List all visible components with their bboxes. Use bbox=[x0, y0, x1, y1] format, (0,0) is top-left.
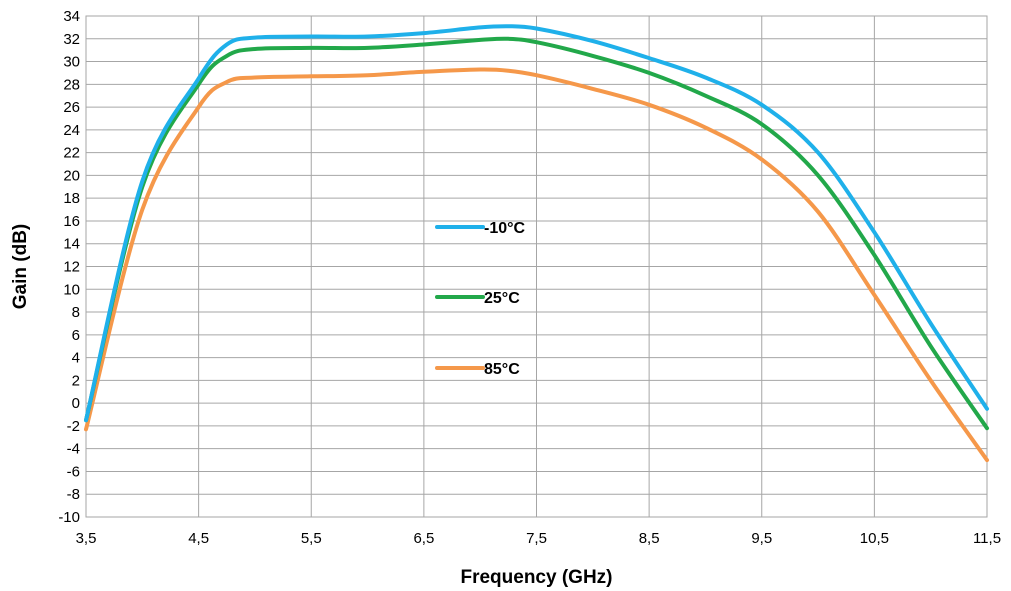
x-tick-label: 6,5 bbox=[413, 530, 434, 547]
y-tick-label: 6 bbox=[72, 327, 80, 344]
y-tick-label: -2 bbox=[67, 418, 80, 435]
x-tick-labels: 3,5 4,5 5,5 6,5 7,5 8,5 9,5 10,5 11,5 bbox=[76, 530, 1001, 547]
y-tick-label: 14 bbox=[63, 236, 80, 253]
y-tick-labels: -10-8-6-4-202468101214161820222426283032… bbox=[58, 8, 80, 526]
y-tick-label: 28 bbox=[63, 76, 80, 93]
y-tick-label: -6 bbox=[67, 463, 80, 480]
y-tick-label: 26 bbox=[63, 99, 80, 116]
y-axis-title: Gain (dB) bbox=[10, 224, 31, 310]
series-line-0 bbox=[84, 24, 989, 423]
y-tick-label: 30 bbox=[63, 54, 80, 71]
plot-area-border bbox=[85, 15, 988, 518]
y-tick-label: 32 bbox=[63, 31, 80, 48]
x-axis-title: Frequency (GHz) bbox=[460, 567, 612, 588]
y-tick-label: 10 bbox=[63, 281, 80, 298]
legend-label-0: -10°C bbox=[484, 220, 526, 237]
series-lines bbox=[84, 24, 989, 463]
y-tick-label: -4 bbox=[67, 441, 80, 458]
x-tick-label: 4,5 bbox=[188, 530, 209, 547]
legend-label-2: 85°C bbox=[484, 361, 520, 378]
x-tick-label: 8,5 bbox=[639, 530, 660, 547]
series-line-2 bbox=[84, 67, 989, 463]
x-tick-label: 5,5 bbox=[301, 530, 322, 547]
x-tick-label: 3,5 bbox=[76, 530, 97, 547]
y-tick-label: -10 bbox=[58, 509, 80, 526]
x-tick-label: 7,5 bbox=[526, 530, 547, 547]
y-tick-label: 18 bbox=[63, 190, 80, 207]
x-tick-label: 10,5 bbox=[860, 530, 889, 547]
legend-label-1: 25°C bbox=[484, 290, 520, 307]
y-tick-label: 8 bbox=[72, 304, 80, 321]
y-tick-label: -8 bbox=[67, 486, 80, 503]
y-tick-label: 34 bbox=[63, 8, 80, 25]
legend: -10°C 25°C 85°C bbox=[435, 220, 526, 378]
y-tick-label: 16 bbox=[63, 213, 80, 230]
x-tick-label: 9,5 bbox=[751, 530, 772, 547]
y-tick-label: 20 bbox=[63, 167, 80, 184]
grid-lines bbox=[85, 15, 988, 518]
y-tick-label: 4 bbox=[72, 350, 80, 367]
y-tick-label: 22 bbox=[63, 145, 80, 162]
y-tick-label: 24 bbox=[63, 122, 80, 139]
x-tick-label: 11,5 bbox=[973, 530, 1001, 547]
series-line-1 bbox=[84, 36, 989, 431]
y-tick-label: 2 bbox=[72, 372, 80, 389]
y-tick-label: 12 bbox=[63, 259, 80, 276]
y-tick-label: 0 bbox=[72, 395, 80, 412]
